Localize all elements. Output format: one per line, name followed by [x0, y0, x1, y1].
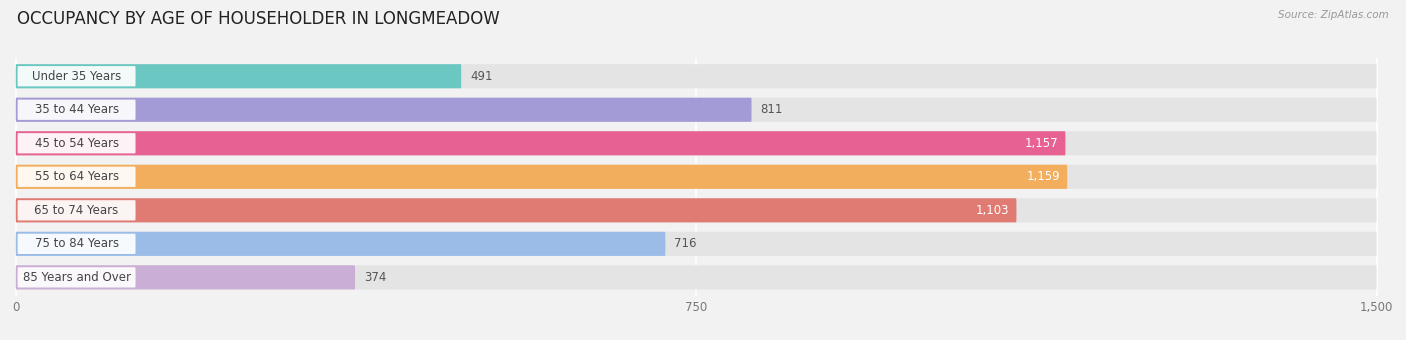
Text: 374: 374 — [364, 271, 387, 284]
FancyBboxPatch shape — [15, 98, 1376, 122]
FancyBboxPatch shape — [18, 167, 135, 187]
Text: 55 to 64 Years: 55 to 64 Years — [35, 170, 118, 183]
Text: 85 Years and Over: 85 Years and Over — [22, 271, 131, 284]
FancyBboxPatch shape — [15, 265, 1376, 289]
FancyBboxPatch shape — [18, 66, 135, 86]
Text: 45 to 54 Years: 45 to 54 Years — [35, 137, 118, 150]
FancyBboxPatch shape — [15, 165, 1376, 189]
Text: 491: 491 — [470, 70, 492, 83]
FancyBboxPatch shape — [18, 100, 135, 120]
FancyBboxPatch shape — [15, 198, 1017, 222]
Text: OCCUPANCY BY AGE OF HOUSEHOLDER IN LONGMEADOW: OCCUPANCY BY AGE OF HOUSEHOLDER IN LONGM… — [17, 10, 499, 28]
FancyBboxPatch shape — [15, 131, 1066, 155]
FancyBboxPatch shape — [18, 267, 135, 288]
Text: Source: ZipAtlas.com: Source: ZipAtlas.com — [1278, 10, 1389, 20]
FancyBboxPatch shape — [15, 198, 1376, 222]
Text: Under 35 Years: Under 35 Years — [32, 70, 121, 83]
FancyBboxPatch shape — [15, 232, 665, 256]
FancyBboxPatch shape — [15, 64, 1376, 88]
Text: 1,159: 1,159 — [1026, 170, 1060, 183]
FancyBboxPatch shape — [15, 64, 461, 88]
FancyBboxPatch shape — [18, 133, 135, 153]
FancyBboxPatch shape — [15, 165, 1067, 189]
FancyBboxPatch shape — [15, 98, 752, 122]
FancyBboxPatch shape — [18, 200, 135, 220]
FancyBboxPatch shape — [15, 232, 1376, 256]
Text: 716: 716 — [675, 237, 697, 250]
FancyBboxPatch shape — [15, 131, 1376, 155]
FancyBboxPatch shape — [15, 265, 356, 289]
FancyBboxPatch shape — [18, 234, 135, 254]
Text: 35 to 44 Years: 35 to 44 Years — [35, 103, 118, 116]
Text: 75 to 84 Years: 75 to 84 Years — [35, 237, 118, 250]
Text: 65 to 74 Years: 65 to 74 Years — [34, 204, 118, 217]
Text: 1,157: 1,157 — [1025, 137, 1059, 150]
Text: 1,103: 1,103 — [976, 204, 1010, 217]
Text: 811: 811 — [761, 103, 783, 116]
